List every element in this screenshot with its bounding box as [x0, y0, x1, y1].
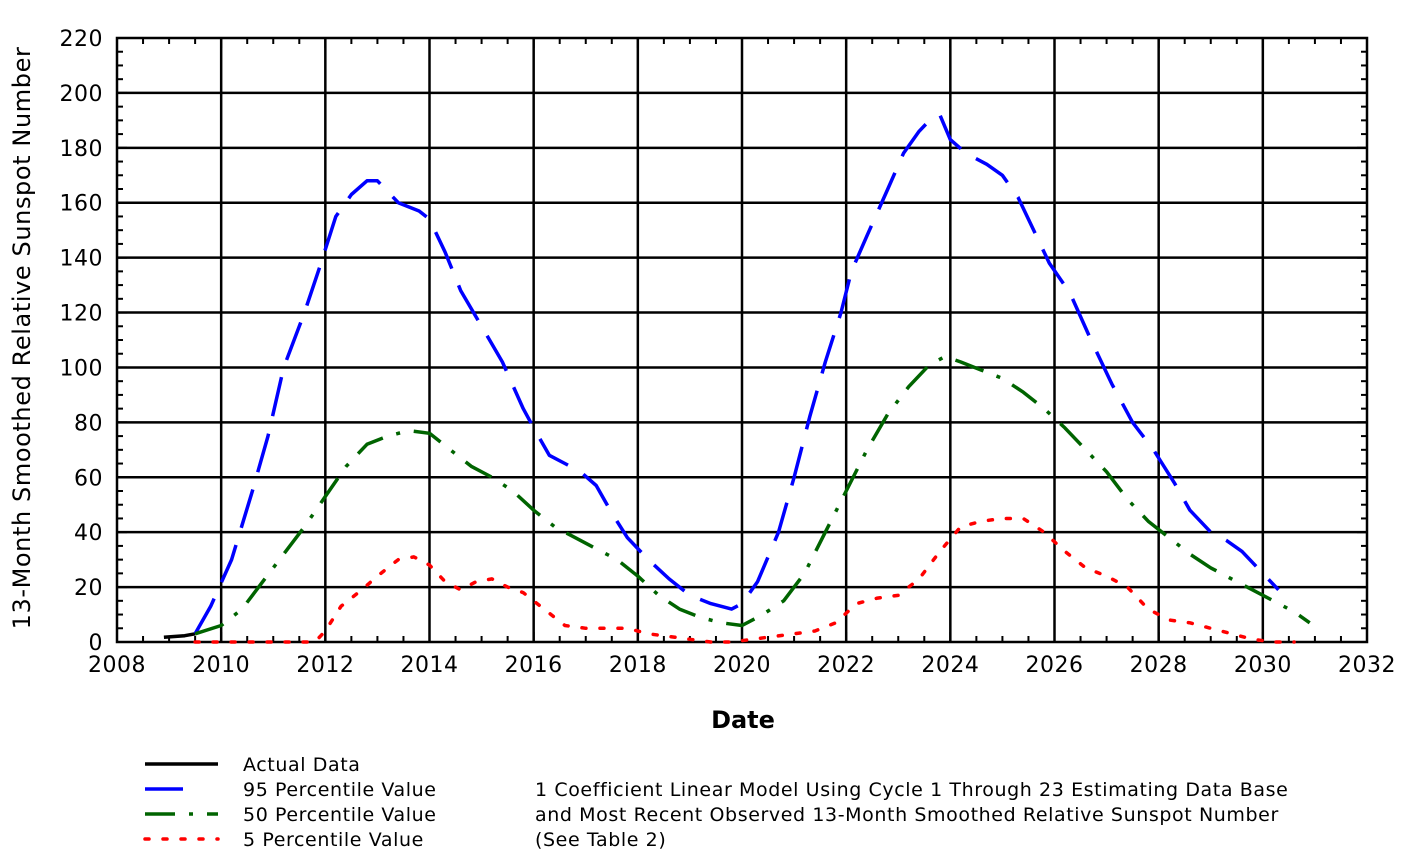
- x-tick-label: 2028: [1130, 653, 1188, 678]
- note-line-2: and Most Recent Observed 13-Month Smooth…: [535, 804, 1279, 826]
- legend-label-2: 50 Percentile Value: [243, 804, 437, 826]
- note-line-3: (See Table 2): [535, 829, 666, 851]
- x-axis-label: Date: [711, 706, 775, 734]
- tick-labels: 2008 2010 2012 2014 2016 2018 2020 2022 2024 2026…: [60, 27, 1396, 678]
- y-tick-label: 180: [60, 137, 104, 162]
- series-line-1: [193, 113, 1280, 635]
- legend-label-0: Actual Data: [243, 754, 361, 776]
- x-tick-label: 2018: [609, 653, 667, 678]
- x-tick-label: 2030: [1234, 653, 1292, 678]
- y-axis-label: 13-Month Smoothed Relative Sunspot Numbe…: [8, 47, 36, 630]
- model-notes: 1 Coefficient Linear Model Using Cycle 1…: [535, 779, 1288, 851]
- x-tick-label: 2012: [296, 653, 354, 678]
- x-tick-label: 2020: [713, 653, 771, 678]
- x-tick-label: 2016: [505, 653, 563, 678]
- series-line-2: [194, 354, 1311, 636]
- series-layer: [163, 113, 1311, 644]
- y-tick-label: 200: [60, 82, 104, 107]
- x-tick-label: 2022: [817, 653, 875, 678]
- note-line-1: 1 Coefficient Linear Model Using Cycle 1…: [535, 779, 1288, 801]
- grid: [117, 38, 1367, 642]
- x-tick-label: 2008: [88, 653, 146, 678]
- legend-label-1: 95 Percentile Value: [243, 779, 437, 801]
- y-tick-label: 140: [60, 247, 104, 272]
- x-tick-label: 2032: [1338, 653, 1396, 678]
- y-tick-label: 120: [60, 302, 104, 327]
- y-tick-label: 0: [89, 631, 104, 656]
- y-tick-label: 160: [60, 192, 104, 217]
- axes: [115, 36, 1369, 644]
- legend-label-3: 5 Percentile Value: [243, 829, 424, 851]
- y-tick-label: 220: [60, 27, 104, 52]
- series-line-3: [193, 516, 1296, 644]
- x-tick-label: 2010: [192, 653, 250, 678]
- y-tick-label: 100: [60, 356, 104, 381]
- x-tick-label: 2024: [921, 653, 979, 678]
- y-tick-label: 20: [74, 576, 103, 601]
- legend: Actual Data 95 Percentile Value 50 Percent…: [143, 754, 437, 851]
- x-tick-label: 2014: [401, 653, 459, 678]
- x-tick-label: 2026: [1026, 653, 1084, 678]
- y-tick-label: 80: [74, 411, 103, 436]
- y-tick-label: 40: [74, 521, 103, 546]
- series-line-0: [163, 632, 196, 640]
- y-tick-label: 60: [74, 466, 103, 491]
